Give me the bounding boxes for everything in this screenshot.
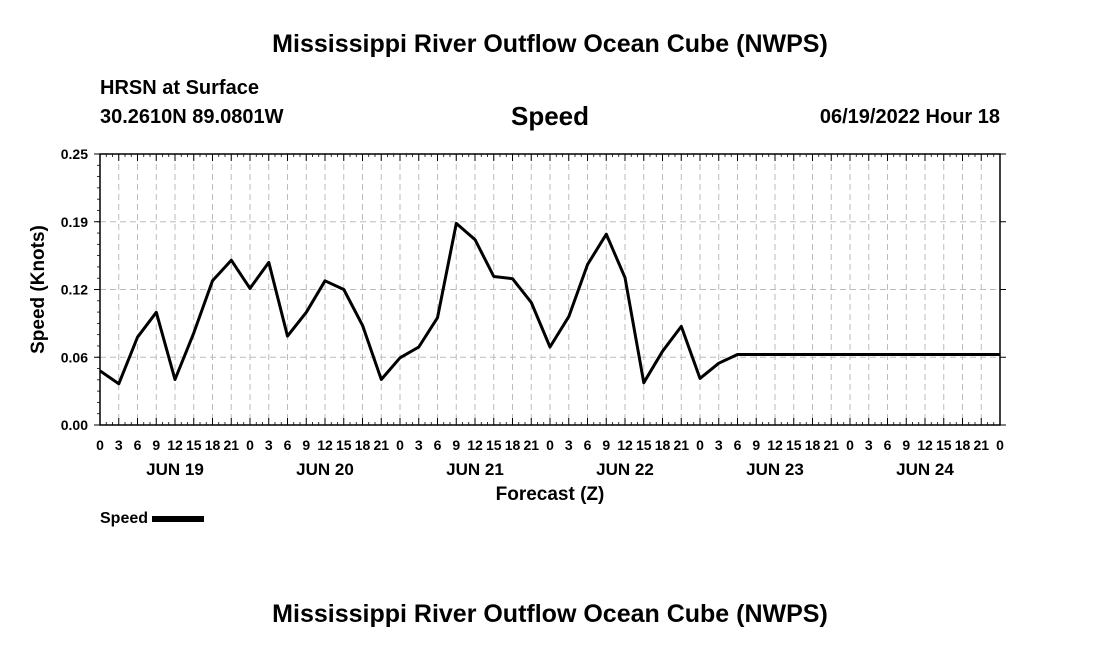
datetime-label: 06/19/2022 Hour 18 <box>819 106 1000 128</box>
footer-title: Mississippi River Outflow Ocean Cube (NW… <box>272 600 828 628</box>
y-axis-label: Speed (Knots) <box>28 225 49 354</box>
series-layer <box>99 221 1000 386</box>
x-tick-label: 18 <box>505 437 521 453</box>
legend-swatch <box>152 516 205 522</box>
y-tick-label: 0.25 <box>61 146 88 162</box>
x-tick-label: 0 <box>246 437 254 453</box>
x-tick-label: 0 <box>696 437 704 453</box>
day-label: JUN 21 <box>446 460 504 479</box>
x-tick-label: 0 <box>96 437 104 453</box>
coordinates-label: 30.2610N 89.0801W <box>100 106 284 128</box>
x-tick-label: 21 <box>673 437 689 453</box>
x-tick-label: 15 <box>486 437 502 453</box>
x-tick-label: 3 <box>715 437 723 453</box>
x-tick-label: 21 <box>823 437 839 453</box>
x-tick-label: 18 <box>655 437 671 453</box>
x-tick-label: 12 <box>767 437 783 453</box>
x-tick-label: 6 <box>734 437 742 453</box>
x-tick-label: 9 <box>452 437 460 453</box>
x-tick-label: 9 <box>602 437 610 453</box>
legend: Speed <box>100 510 205 528</box>
x-tick-label: 0 <box>996 437 1004 453</box>
x-tick-label: 21 <box>373 437 389 453</box>
x-tick-label: 15 <box>786 437 802 453</box>
x-tick-label: 12 <box>317 437 333 453</box>
day-label: JUN 19 <box>146 460 204 479</box>
x-tick-label: 12 <box>917 437 933 453</box>
day-label: JUN 22 <box>596 460 654 479</box>
x-tick-label: 0 <box>546 437 554 453</box>
x-tick-label: 3 <box>265 437 273 453</box>
x-tick-label: 18 <box>205 437 221 453</box>
x-tick-label: 6 <box>284 437 292 453</box>
location-label: HRSN at Surface <box>100 77 259 99</box>
x-tick-label: 21 <box>973 437 989 453</box>
x-tick-label: 6 <box>434 437 442 453</box>
x-tick-label: 3 <box>565 437 573 453</box>
x-tick-label: 3 <box>115 437 123 453</box>
x-tick-label: 21 <box>223 437 239 453</box>
x-tick-label: 12 <box>617 437 633 453</box>
y-tick-label: 0.00 <box>61 417 88 433</box>
x-tick-label: 15 <box>186 437 202 453</box>
x-tick-label: 3 <box>415 437 423 453</box>
x-tick-label: 9 <box>902 437 910 453</box>
x-tick-label: 6 <box>884 437 892 453</box>
x-tick-label: 12 <box>467 437 483 453</box>
x-tick-label: 12 <box>167 437 183 453</box>
y-tick-label: 0.12 <box>61 282 88 298</box>
x-tick-label: 9 <box>302 437 310 453</box>
legend-label: Speed <box>100 510 149 527</box>
plot-frame <box>99 153 1001 426</box>
y-tick-label: 0.06 <box>61 349 88 365</box>
x-tick-label: 18 <box>955 437 971 453</box>
x-tick-label: 9 <box>752 437 760 453</box>
variable-label: Speed <box>510 101 590 131</box>
day-label: JUN 20 <box>296 460 354 479</box>
y-tick-label: 0.19 <box>61 214 88 230</box>
grid-layer <box>100 154 1000 425</box>
speed-series-line <box>99 221 1000 386</box>
x-tick-label: 15 <box>336 437 352 453</box>
x-tick-label: 0 <box>846 437 854 453</box>
x-tick-label: 21 <box>523 437 539 453</box>
day-label: JUN 24 <box>896 460 954 479</box>
x-axis-label: Forecast (Z) <box>496 484 605 505</box>
x-tick-label: 9 <box>152 437 160 453</box>
label-layer: 0 3 6 9 12 15 18 21 0 3 6 9 12 15 18 21 0 3 6 9 12 15 18 21 0 3 6 9… <box>28 146 1004 505</box>
x-tick-label: 6 <box>584 437 592 453</box>
x-tick-label: 15 <box>936 437 952 453</box>
x-tick-label: 6 <box>134 437 142 453</box>
day-label: JUN 23 <box>746 460 804 479</box>
x-tick-label: 18 <box>355 437 371 453</box>
x-tick-label: 0 <box>396 437 404 453</box>
x-tick-label: 18 <box>805 437 821 453</box>
x-tick-label: 15 <box>636 437 652 453</box>
x-tick-label: 3 <box>865 437 873 453</box>
chart-title: Mississippi River Outflow Ocean Cube (NW… <box>272 30 828 58</box>
